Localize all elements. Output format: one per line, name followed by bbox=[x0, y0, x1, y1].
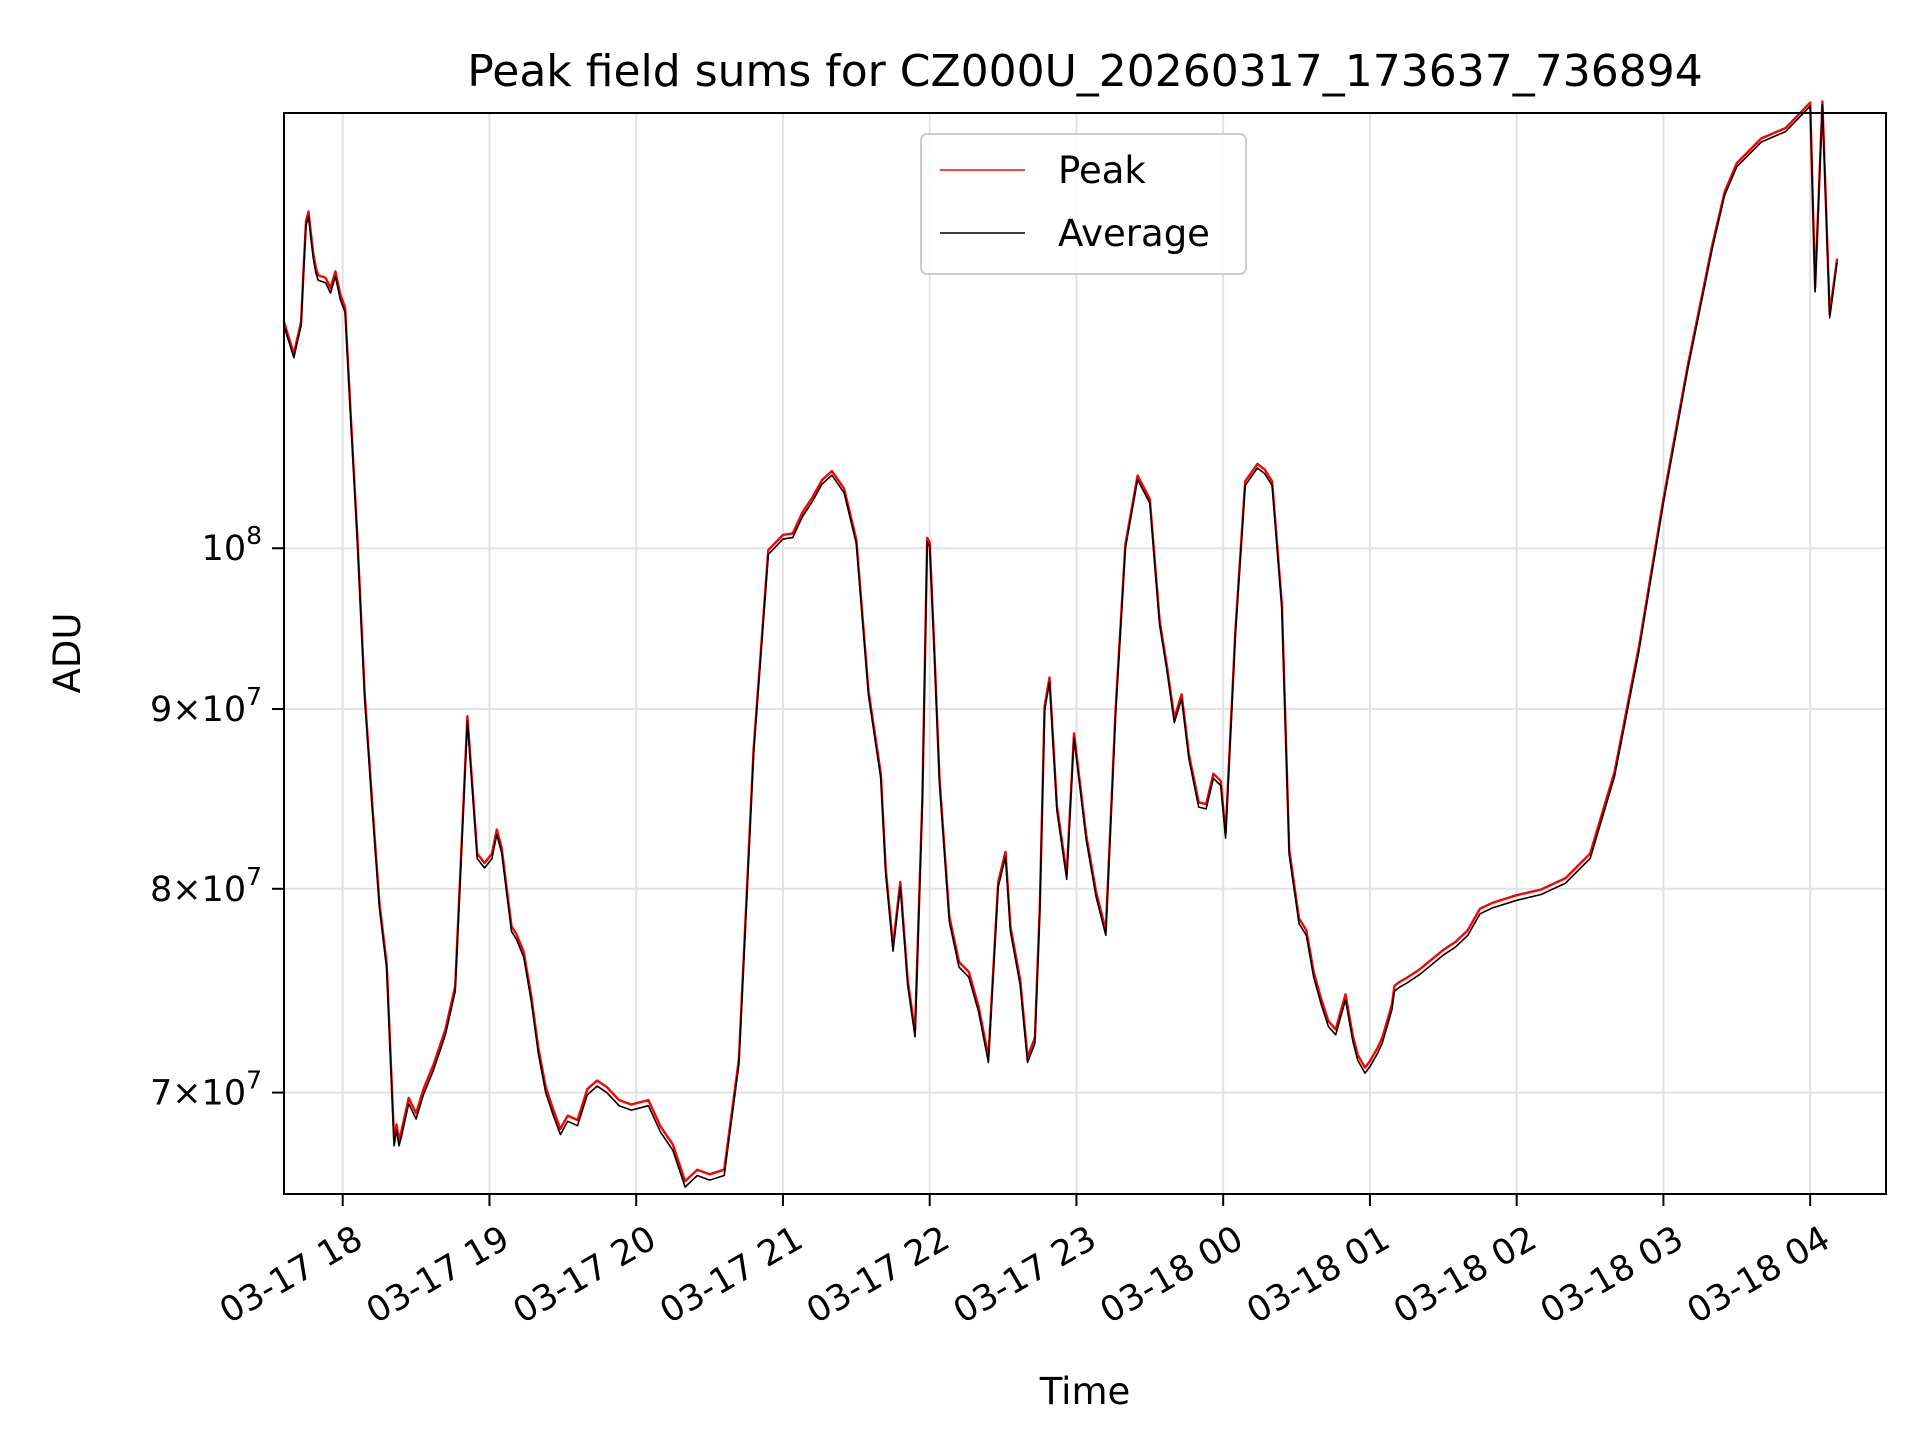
plot-area-frame bbox=[283, 112, 1887, 1195]
series-line-average bbox=[283, 104, 1838, 1188]
y-axis-label: ADU bbox=[46, 613, 89, 694]
x-axis-label: Time bbox=[1039, 1370, 1131, 1413]
y-tick-label: 8×107 bbox=[150, 862, 262, 910]
legend-box bbox=[920, 133, 1247, 275]
y-tick-label: 7×107 bbox=[150, 1066, 262, 1114]
legend-label-peak: Peak bbox=[1058, 149, 1146, 192]
y-tick-label: 108 bbox=[202, 521, 262, 569]
chart-title: Peak field sums for CZ000U_20260317_1736… bbox=[467, 46, 1702, 97]
grid bbox=[284, 113, 1886, 1194]
y-tick-label: 9×107 bbox=[150, 682, 262, 730]
legend-label-average: Average bbox=[1058, 212, 1210, 255]
legend: Peak Average bbox=[920, 133, 1247, 275]
series-lines bbox=[282, 100, 1839, 1188]
